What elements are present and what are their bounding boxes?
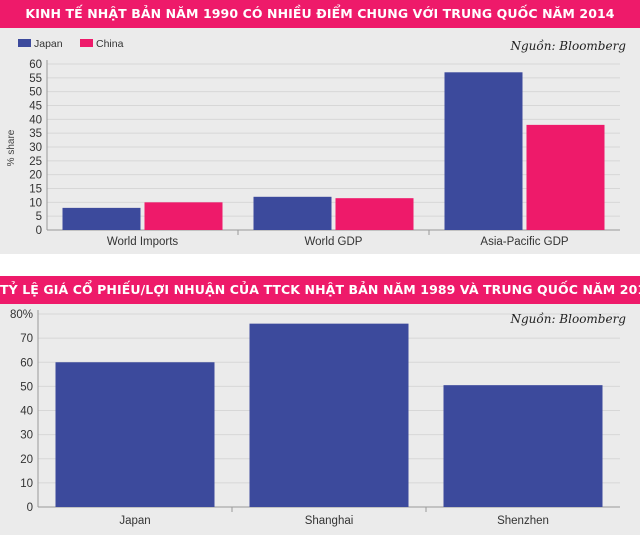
y-tick-label: 50 — [20, 381, 33, 393]
y-tick-label: 60 — [29, 59, 42, 71]
category-label: Shenzhen — [497, 515, 549, 527]
bar-p-e — [55, 362, 215, 507]
y-tick-label: 70 — [20, 333, 33, 345]
bar-china — [335, 198, 414, 230]
y-tick-label: 10 — [29, 197, 42, 209]
y-tick-label: 25 — [29, 156, 42, 168]
y-tick-label: 30 — [29, 142, 42, 154]
chart2-title: TỶ LỆ GIÁ CỔ PHIẾU/LỢI NHUẬN CỦA TTCK NH… — [0, 276, 640, 304]
chart2-panel: 0 10 20 30 40 50 60 70 80% Japan Shanghai Shenzhen N… — [0, 304, 640, 535]
bar-japan — [253, 196, 332, 230]
bar-china — [526, 124, 605, 230]
legend-swatch-japan — [18, 39, 31, 47]
y-tick-label: 40 — [29, 114, 42, 126]
legend-label-china: China — [96, 38, 124, 50]
bar-japan — [444, 72, 523, 230]
bar-china — [144, 202, 223, 230]
source-note: Nguồn: Bloomberg — [509, 311, 626, 326]
source-note: Nguồn: Bloomberg — [509, 38, 626, 53]
y-tick-label: 20 — [20, 454, 33, 466]
category-label: Asia-Pacific GDP — [480, 236, 569, 248]
category-label: Shanghai — [305, 515, 354, 527]
legend-label-japan: Japan — [34, 38, 63, 50]
y-tick-label: 35 — [29, 128, 42, 140]
y-tick-label: 15 — [29, 184, 42, 196]
y-tick-label: 55 — [29, 73, 42, 85]
y-tick-label: 80% — [10, 309, 33, 321]
y-tick-label: 45 — [29, 101, 42, 113]
y-tick-label: 60 — [20, 357, 33, 369]
category-label: World GDP — [305, 236, 363, 248]
chart1-panel: 0 5 10 15 20 25 30 35 40 45 50 55 60 World Imports Wor… — [0, 28, 640, 254]
y-tick-label: 0 — [27, 502, 33, 514]
chart1-title: KINH TẾ NHẬT BẢN NĂM 1990 CÓ NHIỀU ĐIỂM … — [0, 0, 640, 28]
y-tick-label: 50 — [29, 87, 42, 99]
y-tick-label: 10 — [20, 478, 33, 490]
y-tick-label: 20 — [29, 170, 42, 182]
y-axis-label: % share — [6, 129, 17, 166]
y-tick-label: 40 — [20, 406, 33, 418]
legend-swatch-china — [80, 39, 93, 47]
bar-japan — [62, 207, 141, 230]
category-label: Japan — [119, 515, 150, 527]
y-tick-label: 5 — [36, 211, 42, 223]
y-tick-label: 0 — [36, 225, 42, 237]
bar-p-e — [249, 323, 409, 507]
bar-p-e — [443, 385, 603, 507]
category-label: World Imports — [107, 236, 179, 248]
y-tick-label: 30 — [20, 430, 33, 442]
chart2-plot: 0 10 20 30 40 50 60 70 80% Japan Shanghai Shenzhen N… — [10, 309, 626, 527]
